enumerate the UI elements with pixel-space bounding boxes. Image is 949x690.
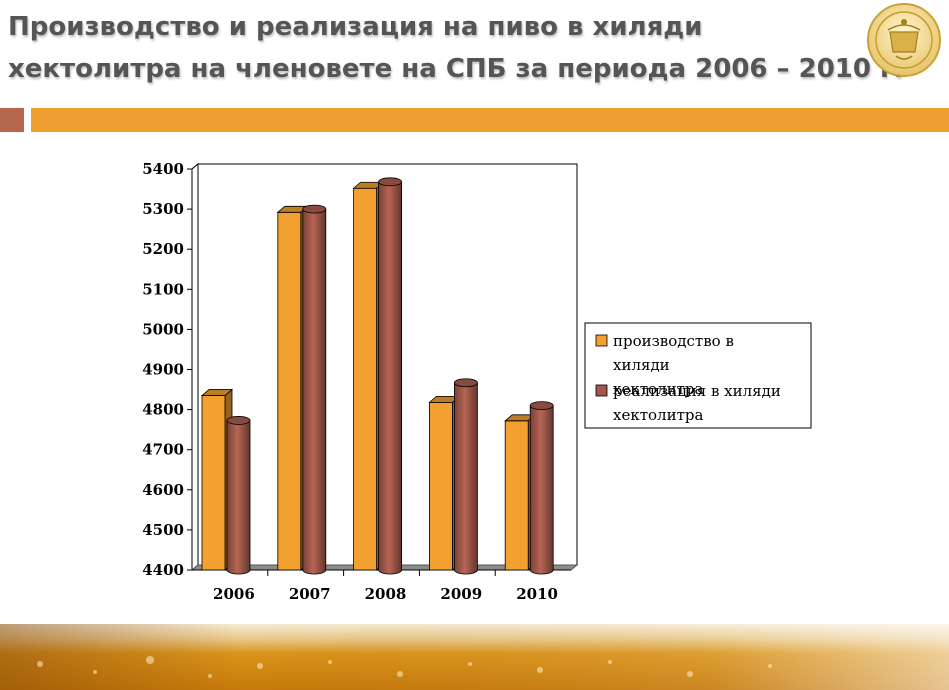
- accent-bar: [31, 108, 949, 132]
- x-tick-label: 2007: [289, 585, 331, 603]
- bar-body: [302, 208, 327, 575]
- bar-top: [453, 378, 478, 388]
- bar-sales: [453, 378, 478, 575]
- y-tick-label: 4400: [142, 561, 184, 579]
- x-tick-label: 2009: [440, 585, 482, 603]
- y-tick-label: 5000: [142, 320, 184, 338]
- y-tick-label: 4800: [142, 401, 184, 419]
- y-tick-label: 5300: [142, 200, 184, 218]
- accent-square: [0, 108, 24, 132]
- bar-front: [277, 211, 302, 571]
- legend-label-sales: реализация в хиляди хектолитра: [613, 382, 781, 424]
- bar-sales: [226, 416, 251, 575]
- slide-title-line-2: хектолитра на членовете на СПБ за период…: [8, 54, 904, 84]
- legend-box: [584, 322, 812, 429]
- legend-label-production: производство в хиляди хектолитра: [613, 332, 734, 398]
- bar-body: [529, 405, 554, 575]
- bar-body: [378, 181, 402, 575]
- bar-body: [454, 382, 478, 575]
- y-tick-label: 5200: [142, 240, 184, 258]
- x-tick-label: 2006: [213, 585, 255, 603]
- bar-front: [504, 420, 529, 571]
- bar-front: [428, 401, 453, 571]
- y-tick-label: 5400: [142, 160, 184, 178]
- bar-top: [200, 389, 234, 396]
- bar-top: [378, 177, 403, 187]
- y-tick-label: 4600: [142, 481, 184, 499]
- bar-top: [226, 416, 251, 425]
- brewers-union-emblem-icon: [867, 3, 941, 77]
- x-tick-label: 2010: [516, 585, 558, 603]
- y-axis-tick-labels: 4400 4500 4600 4700 4800 4900 5000 5100 5200 5300…: [142, 160, 184, 579]
- bar-sales: [302, 204, 327, 575]
- y-tick-label: 4900: [142, 361, 184, 379]
- bar-top: [529, 401, 554, 410]
- y-tick-label: 4500: [142, 521, 184, 539]
- beer-chart: 4400 4500 4600 4700 4800 4900 5000 5100 5200 5300…: [142, 160, 812, 603]
- bar-front: [201, 395, 226, 571]
- bars: [200, 177, 554, 575]
- beer-foam-background: [0, 624, 949, 690]
- slide-title: Производство и реализация на пиво в хиля…: [8, 6, 904, 90]
- x-axis-tick-labels: 2006 2007 2008 2009 2010: [213, 585, 558, 603]
- bar-body: [226, 420, 251, 575]
- bar-front: [353, 187, 378, 571]
- legend-swatch-production: [595, 334, 608, 347]
- plot-side-wall: [191, 162, 199, 572]
- legend-swatch-sales: [595, 384, 608, 397]
- bar-sales: [529, 401, 554, 575]
- slide-title-line-1: Производство и реализация на пиво в хиля…: [8, 12, 703, 42]
- x-tick-label: 2008: [365, 585, 407, 603]
- y-tick-label: 5100: [142, 280, 184, 298]
- bar-sales: [378, 177, 403, 575]
- legend: производство в хиляди хектолитра реализаци…: [584, 322, 812, 429]
- y-tick-label: 4700: [142, 441, 184, 459]
- bar-top: [302, 204, 327, 214]
